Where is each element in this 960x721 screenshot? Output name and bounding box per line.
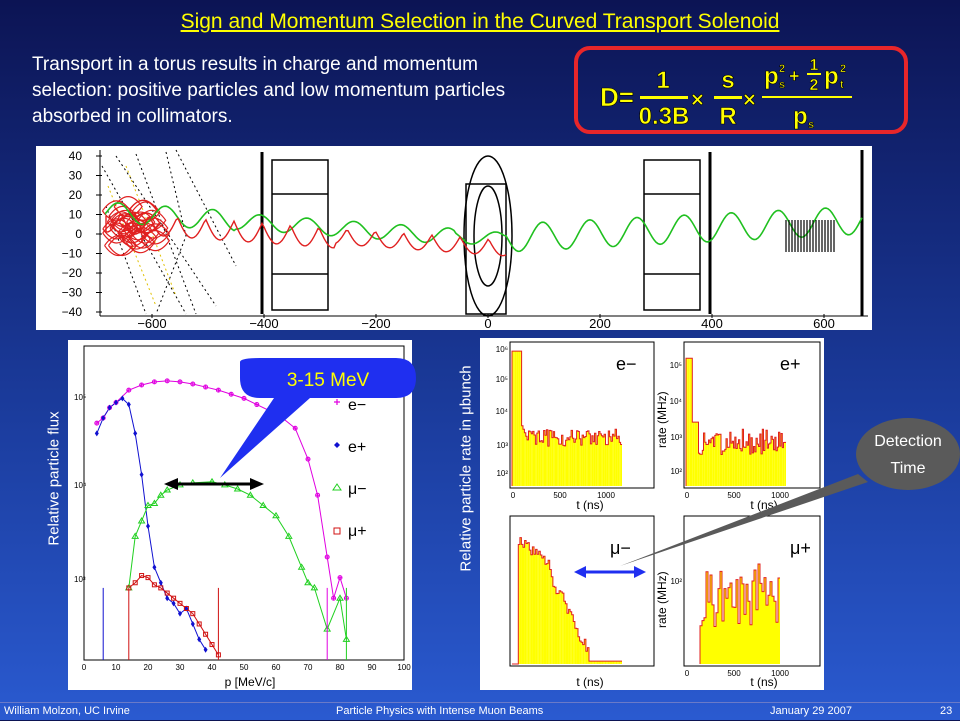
track-ytick: 30 bbox=[69, 169, 83, 183]
flux-xtick: 0 bbox=[82, 663, 87, 672]
footer: William Molzon, UC Irvine Particle Physi… bbox=[0, 702, 960, 721]
flux-ylabel: Relative particle flux bbox=[46, 359, 63, 599]
formula-half-den: 2 bbox=[810, 77, 819, 94]
track-xtick: 400 bbox=[701, 316, 723, 330]
mup-ylabel: rate (MHz) bbox=[655, 571, 669, 628]
formula-ps: p bbox=[764, 63, 779, 90]
formula-times-1: × bbox=[691, 87, 704, 112]
rate-ylabel: Relative particle rate in μbunch bbox=[458, 329, 475, 609]
slide-title: Sign and Momentum Selection in the Curve… bbox=[0, 10, 960, 34]
flux-xtick: 10 bbox=[112, 663, 121, 672]
formula: D= 1 0.3B × s R × p 2 s + 1 2 p 2 t p s bbox=[578, 50, 904, 130]
track-xtick: −400 bbox=[249, 316, 278, 330]
momentum-callout: 3-15 MeV bbox=[200, 354, 420, 484]
formula-times-2: × bbox=[743, 87, 756, 112]
track-plot: 40 30 20 10 0 −10 −20 −30 −40 −600 −400 −200 0 200 40… bbox=[36, 146, 872, 330]
track-xtick: −600 bbox=[137, 316, 166, 330]
flux-xtick: 60 bbox=[272, 663, 281, 672]
detection-callout-line1: Detection bbox=[874, 433, 942, 450]
track-ytick: 40 bbox=[69, 149, 83, 163]
ep-ytick-1: 10⁴ bbox=[670, 397, 683, 406]
flux-xlabel: p [MeV/c] bbox=[225, 675, 276, 689]
em-ytick-3: 10³ bbox=[496, 441, 508, 450]
panel-label-em: e− bbox=[616, 354, 637, 374]
flux-xtick: 50 bbox=[240, 663, 249, 672]
intro-text: Transport in a torus results in charge a… bbox=[32, 52, 552, 130]
track-xtick: 600 bbox=[813, 316, 835, 330]
track-ytick: 20 bbox=[69, 188, 83, 202]
formula-lhs: D= bbox=[600, 82, 634, 112]
track-ytick: −20 bbox=[62, 266, 83, 280]
mup-xtick-1: 500 bbox=[727, 669, 741, 678]
formula-sub-s: s bbox=[779, 79, 785, 91]
mum-xlabel: t (ns) bbox=[576, 675, 603, 689]
em-xtick-1: 500 bbox=[553, 491, 567, 500]
track-ytick: −10 bbox=[62, 247, 83, 261]
em-ytick-0: 10⁶ bbox=[496, 345, 508, 354]
track-ytick: 0 bbox=[75, 227, 82, 241]
formula-pt: p bbox=[824, 63, 839, 90]
footer-page: 23 bbox=[940, 705, 952, 717]
track-simulation-panel: 40 30 20 10 0 −10 −20 −30 −40 −600 −400 −200 0 200 40… bbox=[36, 146, 872, 330]
track-ytick: −30 bbox=[62, 286, 83, 300]
formula-plus: + bbox=[789, 66, 800, 86]
track-xtick: −200 bbox=[361, 316, 390, 330]
formula-sup: 2 bbox=[779, 63, 785, 75]
track-ytick: 10 bbox=[69, 208, 83, 222]
em-ytick-1: 10⁵ bbox=[496, 375, 508, 384]
formula-sub-t: t bbox=[840, 79, 844, 91]
detection-callout-line2: Time bbox=[891, 460, 926, 477]
footer-author: William Molzon, UC Irvine bbox=[4, 705, 130, 717]
em-ytick-4: 10² bbox=[496, 469, 508, 478]
flux-ytick-3: 10³ bbox=[74, 575, 86, 584]
flux-xtick: 40 bbox=[208, 663, 217, 672]
formula-half-num: 1 bbox=[810, 57, 819, 74]
flux-xtick: 20 bbox=[144, 663, 153, 672]
detection-time-callout: Detection Time bbox=[600, 414, 960, 574]
mup-ytick-0: 10² bbox=[670, 577, 682, 586]
formula-frac2-den: R bbox=[719, 103, 736, 130]
ep-ytick-0: 10⁵ bbox=[670, 361, 682, 370]
formula-sup-t: 2 bbox=[840, 63, 846, 75]
track-ytick: −40 bbox=[62, 305, 83, 319]
footer-date: January 29 2007 bbox=[770, 705, 852, 717]
panel-label-ep: e+ bbox=[780, 354, 801, 374]
footer-talk: Particle Physics with Intense Muon Beams bbox=[336, 705, 543, 717]
flux-xtick: 90 bbox=[368, 663, 377, 672]
flux-ytick-1: 10⁵ bbox=[74, 393, 86, 402]
formula-ps-den: p bbox=[793, 103, 808, 130]
hist-mup bbox=[700, 564, 780, 664]
formula-frac1-den: 0.3B bbox=[639, 103, 690, 130]
track-xtick: 0 bbox=[484, 316, 491, 330]
em-ytick-2: 10⁴ bbox=[496, 407, 509, 416]
formula-frac2-num: s bbox=[721, 67, 734, 94]
formula-box: D= 1 0.3B × s R × p 2 s + 1 2 p 2 t p s bbox=[574, 46, 908, 134]
track-xtick: 200 bbox=[589, 316, 611, 330]
flux-xtick: 30 bbox=[176, 663, 185, 672]
legend-mup: μ+ bbox=[348, 523, 367, 540]
flux-xtick: 100 bbox=[397, 663, 411, 672]
momentum-callout-text: 3-15 MeV bbox=[287, 370, 370, 391]
flux-xtick: 80 bbox=[336, 663, 345, 672]
formula-frac1-num: 1 bbox=[656, 67, 669, 94]
mup-xlabel: t (ns) bbox=[750, 675, 777, 689]
formula-sub-s-den: s bbox=[808, 119, 814, 130]
flux-ytick-2: 10⁴ bbox=[74, 481, 87, 490]
flux-xtick: 70 bbox=[304, 663, 313, 672]
em-xtick-0: 0 bbox=[511, 491, 516, 500]
mup-xtick-0: 0 bbox=[685, 669, 690, 678]
